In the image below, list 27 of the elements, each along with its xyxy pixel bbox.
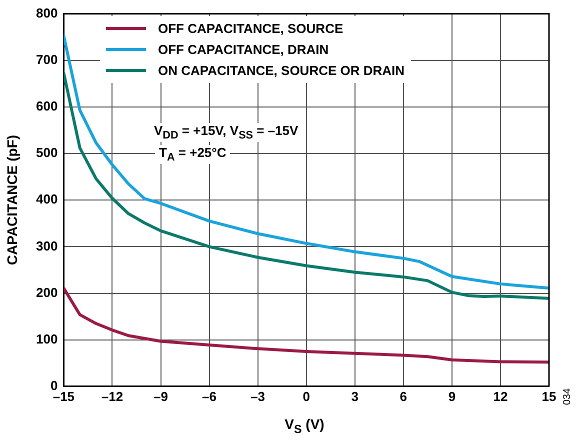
- x-tick-label: –12: [101, 388, 124, 404]
- x-tick-label: 9: [448, 388, 456, 404]
- legend-label: OFF CAPACITANCE, DRAIN: [158, 42, 329, 57]
- y-tick-label: 200: [36, 284, 58, 300]
- y-tick-label: 300: [36, 238, 58, 254]
- legend-label: ON CAPACITANCE, SOURCE OR DRAIN: [158, 63, 405, 78]
- text: 034: [562, 388, 573, 405]
- legend-label: OFF CAPACITANCE, SOURCE: [158, 21, 344, 36]
- y-tick-label: 800: [36, 5, 58, 20]
- y-tick-label: 100: [36, 331, 58, 346]
- x-tick-label: 12: [493, 388, 508, 404]
- annotation: T$_{A}$ = +25°C: [155, 145, 230, 164]
- y-axis-title: CAPACITANCE (pF): [4, 134, 20, 266]
- x-tick-label: –6: [202, 388, 217, 404]
- y-tick-label: 400: [36, 192, 58, 207]
- x-tick-label: 3: [351, 388, 358, 404]
- x-axis-title: V$_{S}$ (V): [284, 416, 326, 436]
- x-tick-label: –3: [250, 388, 266, 404]
- x-tick-label: 15: [542, 388, 556, 404]
- y-tick-label: 700: [36, 52, 58, 67]
- annotation: V$_{DD}$ = +15V, V$_{SS}$ = –15V: [150, 123, 302, 142]
- x-tick-label: 6: [400, 388, 408, 404]
- y-tick-label: 600: [36, 98, 58, 114]
- y-tick-label: 0: [50, 378, 58, 393]
- y-tick-label: 500: [36, 145, 58, 160]
- x-tick-label: 0: [302, 388, 310, 404]
- x-tick-label: –9: [154, 388, 168, 404]
